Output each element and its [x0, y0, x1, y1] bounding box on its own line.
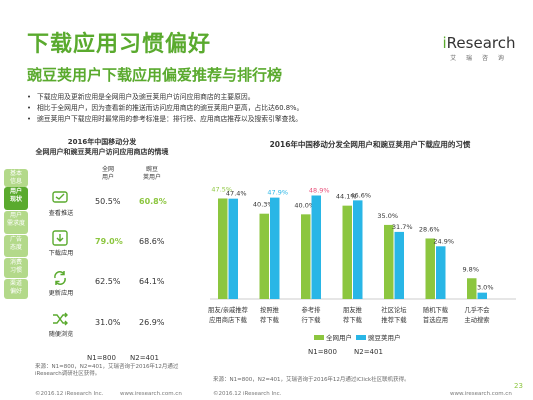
value-all-users: 50.5%: [95, 197, 121, 206]
chart-n2: N2=401: [354, 348, 383, 356]
section-tab[interactable]: 基本 信息: [4, 169, 28, 187]
bar: [384, 224, 394, 299]
bar: [425, 238, 435, 299]
legend-label: 豌豆荚用户: [368, 333, 401, 342]
section-tab[interactable]: 广告 态度: [4, 235, 28, 257]
row-label: 更新应用: [48, 290, 74, 297]
value-wandoujia-users: 64.1%: [139, 277, 165, 286]
data-label: 24.9%: [433, 237, 454, 245]
row-label: 查看推送: [48, 210, 74, 217]
category-label: 几乎不会: [464, 305, 490, 314]
right-source-note: 来源：N1=800，N2=401，艾瑞咨询于2016年12月通过iClick社区…: [213, 377, 410, 383]
bar: [342, 205, 352, 299]
page-title: 下载应用习惯偏好: [27, 32, 212, 57]
category-label: 随机下载: [423, 305, 449, 314]
data-label: 31.7%: [392, 223, 413, 231]
category-label: 荐下载: [343, 315, 363, 324]
shuffle-icon: [51, 310, 69, 328]
col-header-wandoujia-users: 豌豆 荚用户: [142, 166, 161, 181]
bar-chart: 47.5%47.4%朋友/亲戚推荐应用商店下载40.3%47.9%按照推荐下载4…: [208, 185, 516, 356]
category-label: 推荐下载: [381, 315, 407, 324]
chart-title: 2016年中国移动分发全网用户和豌豆荚用户下载应用的习惯: [269, 140, 471, 149]
bar: [394, 231, 404, 299]
download-icon: [51, 229, 69, 247]
bullet-item: 相比于全网用户，因为查看新的推送而访问应用商店的豌豆荚用户更高，占比达60.8%…: [27, 103, 507, 114]
data-label: 47.4%: [226, 190, 247, 198]
bar: [436, 246, 446, 299]
brand-logo: iResearch 艾 瑞 咨 询: [435, 34, 523, 62]
bar: [301, 214, 311, 299]
bar: [477, 292, 487, 299]
footer-copyright-left: ©2016.12 iResearch Inc.: [35, 391, 104, 397]
category-label: 按照推: [260, 305, 279, 314]
legend-label: 全网用户: [326, 333, 352, 342]
data-label: 40.3%: [253, 201, 274, 209]
data-label: 46.6%: [350, 191, 371, 199]
category-label: 荐下载: [260, 315, 280, 324]
data-label: 3.0%: [477, 284, 494, 292]
update-icon: [51, 269, 69, 287]
section-tab[interactable]: 用户 需求度: [4, 211, 28, 234]
value-all-users: 62.5%: [95, 277, 121, 286]
value-wandoujia-users: 26.9%: [139, 318, 165, 327]
legend-swatch: [356, 335, 366, 340]
bar: [218, 198, 228, 299]
bar: [467, 278, 477, 299]
data-label: 47.5%: [211, 185, 232, 193]
value-all-users: 79.0%: [95, 237, 123, 246]
bar: [259, 213, 269, 299]
logo-wordmark: iResearch: [442, 34, 516, 52]
bar: [270, 197, 280, 299]
data-label: 48.9%: [309, 186, 330, 194]
left-table-title: 2016年中国移动分发 全网用户和豌豆荚用户访问应用商店的情境: [35, 138, 169, 156]
section-tab[interactable]: 渠道 偏好: [4, 279, 28, 299]
section-tab[interactable]: 消费 习惯: [4, 258, 28, 278]
legend-swatch: [314, 335, 324, 340]
page-number: 23: [514, 382, 523, 390]
category-label: 首选应用: [423, 315, 448, 324]
bar: [311, 195, 321, 299]
left-n2: N2=401: [130, 354, 159, 362]
col-header-all-users: 全网 用户: [101, 166, 114, 181]
summary-bullets: 下载应用及更新应用是全网用户及豌豆荚用户访问应用商店的主要原因。 相比于全网用户…: [27, 92, 507, 125]
row-label: 下载应用: [48, 250, 74, 257]
bell-icon: [51, 189, 69, 207]
data-label: 44.1%: [336, 193, 357, 201]
category-label: 应用商店下载: [209, 315, 247, 324]
footer-copyright-right: ©2016.12 iResearch Inc.: [213, 391, 282, 397]
section-tab[interactable]: 用户 现状: [4, 187, 28, 210]
left-n1: N1=800: [87, 354, 116, 362]
category-label: 主动搜索: [464, 315, 489, 324]
bar: [353, 200, 363, 299]
category-label: 朋友/亲戚推荐: [208, 305, 248, 314]
chart-n1: N1=800: [308, 348, 337, 356]
value-wandoujia-users: 68.6%: [139, 237, 165, 246]
data-label: 47.9%: [267, 189, 288, 197]
data-label: 9.8%: [462, 265, 479, 273]
category-label: 社区论坛: [381, 305, 407, 314]
value-wandoujia-users: 60.8%: [139, 197, 167, 206]
logo-subtext: 艾 瑞 咨 询: [450, 55, 508, 62]
value-all-users: 31.0%: [95, 318, 121, 327]
bullet-item: 豌豆荚用户下载应用时最常用的参考标准是：排行榜、应用商店推荐以及搜索引擎查找。: [27, 114, 507, 125]
category-label: 朋友推: [343, 305, 362, 314]
footer-url-right[interactable]: www.iresearch.com.cn: [450, 391, 512, 397]
category-label: 行下载: [302, 315, 322, 324]
data-label: 35.0%: [377, 212, 398, 220]
left-source-note: 来源：N1=800，N2=401，艾瑞咨询于2016年12月通过iResearc…: [35, 364, 179, 377]
page-subtitle: 豌豆荚用户下载应用偏爱推荐与排行榜: [27, 66, 283, 84]
data-label: 40.0%: [294, 201, 315, 209]
data-label: 28.6%: [419, 225, 440, 233]
category-label: 参考排: [302, 305, 322, 314]
row-label: 随便浏览: [48, 331, 74, 338]
bullet-item: 下载应用及更新应用是全网用户及豌豆荚用户访问应用商店的主要原因。: [27, 92, 507, 103]
footer-url-left[interactable]: www.iresearch.com.cn: [120, 391, 182, 397]
bar: [228, 198, 238, 299]
